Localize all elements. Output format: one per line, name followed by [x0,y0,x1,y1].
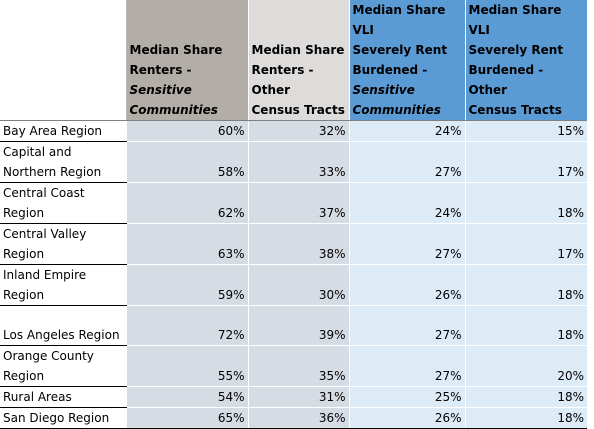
region-cell: Inland Empire Region [0,264,126,306]
header-vli-other: Median Share VLI Severely Rent Burdened - … [465,0,587,121]
value-cell: 20% [464,345,587,387]
value-cell: 31% [247,386,349,408]
value-cell: 15% [464,120,587,142]
value-cell: 26% [348,264,465,306]
value-cell: 36% [247,407,349,429]
table-body: Bay Area Region 60% 32% 24% 15% Capital and N… [0,120,587,429]
header-vli-sensitive: Median Share VLI Severely Rent Burdened - S… [349,0,466,121]
region-cell: Rural Areas [0,386,126,408]
value-cell: 62% [125,182,248,224]
value-cell: 24% [348,182,465,224]
header-line: Burdened - Other [468,63,544,97]
value-cell: 39% [247,305,349,346]
header-renters-sensitive: Median Share Renters - Sensitive Communitie… [126,0,249,121]
table-row: Rural Areas 54% 31% 25% 18% [0,386,587,408]
value-cell: 37% [247,182,349,224]
header-line: Sensitive [352,83,415,97]
table-row: Bay Area Region 60% 32% 24% 15% [0,120,587,142]
value-cell: 25% [348,386,465,408]
header-line: Communities [352,103,441,117]
value-cell: 38% [247,223,349,265]
region-cell: Los Angeles Region [0,305,126,346]
table-row: Los Angeles Region 72% 39% 27% 18% [0,305,587,346]
table-row: Capital and Northern Region 58% 33% 27% 17% [0,141,587,183]
region-cell: Central Valley Region [0,223,126,265]
value-cell: 72% [125,305,248,346]
value-cell: 65% [125,407,248,429]
value-cell: 17% [464,141,587,183]
header-line: Renters - Other [251,63,314,97]
value-cell: 30% [247,264,349,306]
value-cell: 27% [348,141,465,183]
value-cell: 63% [125,223,248,265]
value-cell: 17% [464,223,587,265]
region-cell: Capital and Northern Region [0,141,126,183]
value-cell: 33% [247,141,349,183]
value-cell: 18% [464,182,587,224]
value-cell: 35% [247,345,349,387]
table-row: Orange County Region 55% 35% 27% 20% [0,345,587,387]
table-row: Central Valley Region 63% 38% 27% 17% [0,223,587,265]
header-line: Burdened - [352,63,428,77]
header-line: Severely Rent [352,43,448,57]
header-line: Census Tracts [251,103,345,117]
header-line: Median Share [251,43,345,57]
region-cell: Bay Area Region [0,120,126,142]
value-cell: 27% [348,345,465,387]
header-line: Sensitive [129,83,192,97]
table-row: San Diego Region 65% 36% 26% 18% [0,407,587,429]
header-line: Census Tracts [468,103,562,117]
value-cell: 18% [464,305,587,346]
region-cell: Central Coast Region [0,182,126,224]
header-line: Median Share [129,43,223,57]
header-line: Median Share VLI [468,3,562,37]
table-row: Inland Empire Region 59% 30% 26% 18% [0,264,587,306]
value-cell: 18% [464,386,587,408]
region-cell: Orange County Region [0,345,126,387]
value-cell: 54% [125,386,248,408]
table-row: Central Coast Region 62% 37% 24% 18% [0,182,587,224]
value-cell: 27% [348,305,465,346]
value-cell: 24% [348,120,465,142]
header-renters-other: Median Share Renters - Other Census Tracts [248,0,350,121]
header-line: Renters - [129,63,192,77]
value-cell: 59% [125,264,248,306]
value-cell: 27% [348,223,465,265]
value-cell: 58% [125,141,248,183]
header-line: Communities [129,103,218,117]
value-cell: 18% [464,407,587,429]
header-line: Severely Rent [468,43,564,57]
value-cell: 26% [348,407,465,429]
value-cell: 60% [125,120,248,142]
value-cell: 55% [125,345,248,387]
header-row: Median Share Renters - Sensitive Communitie… [0,0,587,121]
value-cell: 18% [464,264,587,306]
region-cell: San Diego Region [0,407,126,429]
header-line: Median Share VLI [352,3,446,37]
value-cell: 32% [247,120,349,142]
header-region [0,0,127,121]
